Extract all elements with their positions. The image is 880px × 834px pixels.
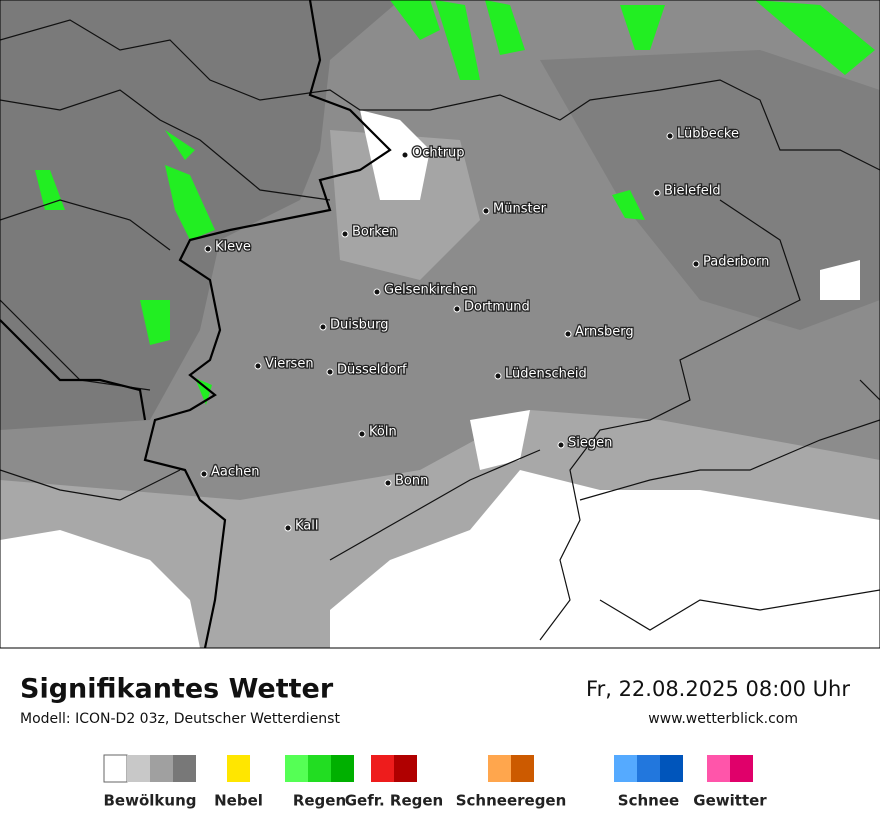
city-label: Kleve [215, 240, 251, 255]
city-label: Dortmund [464, 300, 530, 315]
legend-swatch [150, 755, 173, 782]
city-label: Münster [493, 202, 547, 217]
city-dot [666, 132, 674, 140]
city-dot [401, 151, 409, 159]
legend-label: Gefr. Regen [345, 792, 444, 810]
city-dot [358, 430, 366, 438]
city-dot [254, 362, 262, 370]
city-label: Bielefeld [664, 184, 721, 199]
city-label: Düsseldorf [337, 363, 407, 378]
city-dot [284, 524, 292, 532]
city-dot [692, 260, 700, 268]
legend-swatch [103, 754, 128, 783]
legend-label: Gewitter [693, 792, 767, 810]
legend-swatch [331, 755, 354, 782]
city-label: Borken [352, 225, 398, 240]
city-layer: Lübbecke Ochtrup Bielefeld Münster Borken Kle… [200, 125, 771, 535]
legend-label: Regen [293, 792, 346, 810]
title: Signifikantes Wetter [20, 674, 334, 705]
clear-sky [820, 260, 860, 300]
city-dot [319, 323, 327, 331]
city-dot [326, 368, 334, 376]
city-label: Aachen [211, 465, 259, 480]
clear-sky [470, 410, 530, 470]
city-dot [200, 470, 208, 478]
city-dot [494, 372, 502, 380]
city-dot [482, 207, 490, 215]
map-frame [0, 0, 880, 649]
city-label: Ochtrup [412, 146, 465, 161]
legend-swatch [511, 755, 534, 782]
city-label: Kall [295, 519, 319, 534]
city-label: Paderborn [703, 255, 769, 270]
legend-swatch [371, 755, 394, 782]
city-dot [564, 330, 572, 338]
clear-sky [330, 470, 880, 648]
national-border [0, 319, 147, 421]
legend-swatch [637, 755, 660, 782]
region-border [0, 19, 880, 641]
legend-swatch [488, 755, 511, 782]
legend-swatch [308, 755, 331, 782]
city-label: Lübbecke [677, 127, 739, 142]
city-label: Arnsberg [575, 325, 634, 340]
legend-label: Schnee [618, 792, 679, 810]
legend-swatch [707, 755, 730, 782]
city-dot [557, 441, 565, 449]
legend-label: Bewölkung [104, 792, 197, 810]
clear-sky [0, 530, 200, 648]
city-label: Duisburg [330, 318, 389, 333]
legend-swatch [227, 755, 250, 782]
legend-swatch [730, 755, 753, 782]
national-border [143, 0, 392, 649]
model: Modell: ICON-D2 03z, Deutscher Wetterdie… [20, 711, 340, 727]
city-dot [653, 189, 661, 197]
city-dot [373, 288, 381, 296]
city-dot [341, 230, 349, 238]
city-label: Siegen [568, 436, 612, 451]
legend-swatch [285, 755, 308, 782]
city-label: Gelsenkirchen [384, 283, 477, 298]
clear-sky [360, 110, 430, 200]
city-label: Köln [369, 425, 397, 440]
legend-swatch [127, 755, 150, 782]
city-label: Viersen [265, 357, 314, 372]
legend-swatch [660, 755, 683, 782]
cloud-dark [540, 50, 880, 330]
city-label: Bonn [395, 474, 428, 489]
website: www.wetterblick.com [648, 711, 798, 727]
datetime: Fr, 22.08.2025 08:00 Uhr [586, 677, 850, 701]
cloud-light [330, 130, 480, 280]
city-dot [453, 305, 461, 313]
city-label: Lüdenscheid [505, 367, 587, 382]
legend-label: Schneeregen [456, 792, 567, 810]
legend-label: Nebel [214, 792, 263, 810]
city-dot [204, 245, 212, 253]
legend-swatch [173, 755, 196, 782]
rain-areas [35, 0, 875, 405]
legend-swatch [394, 755, 417, 782]
city-dot [384, 479, 392, 487]
legend-swatch [614, 755, 637, 782]
